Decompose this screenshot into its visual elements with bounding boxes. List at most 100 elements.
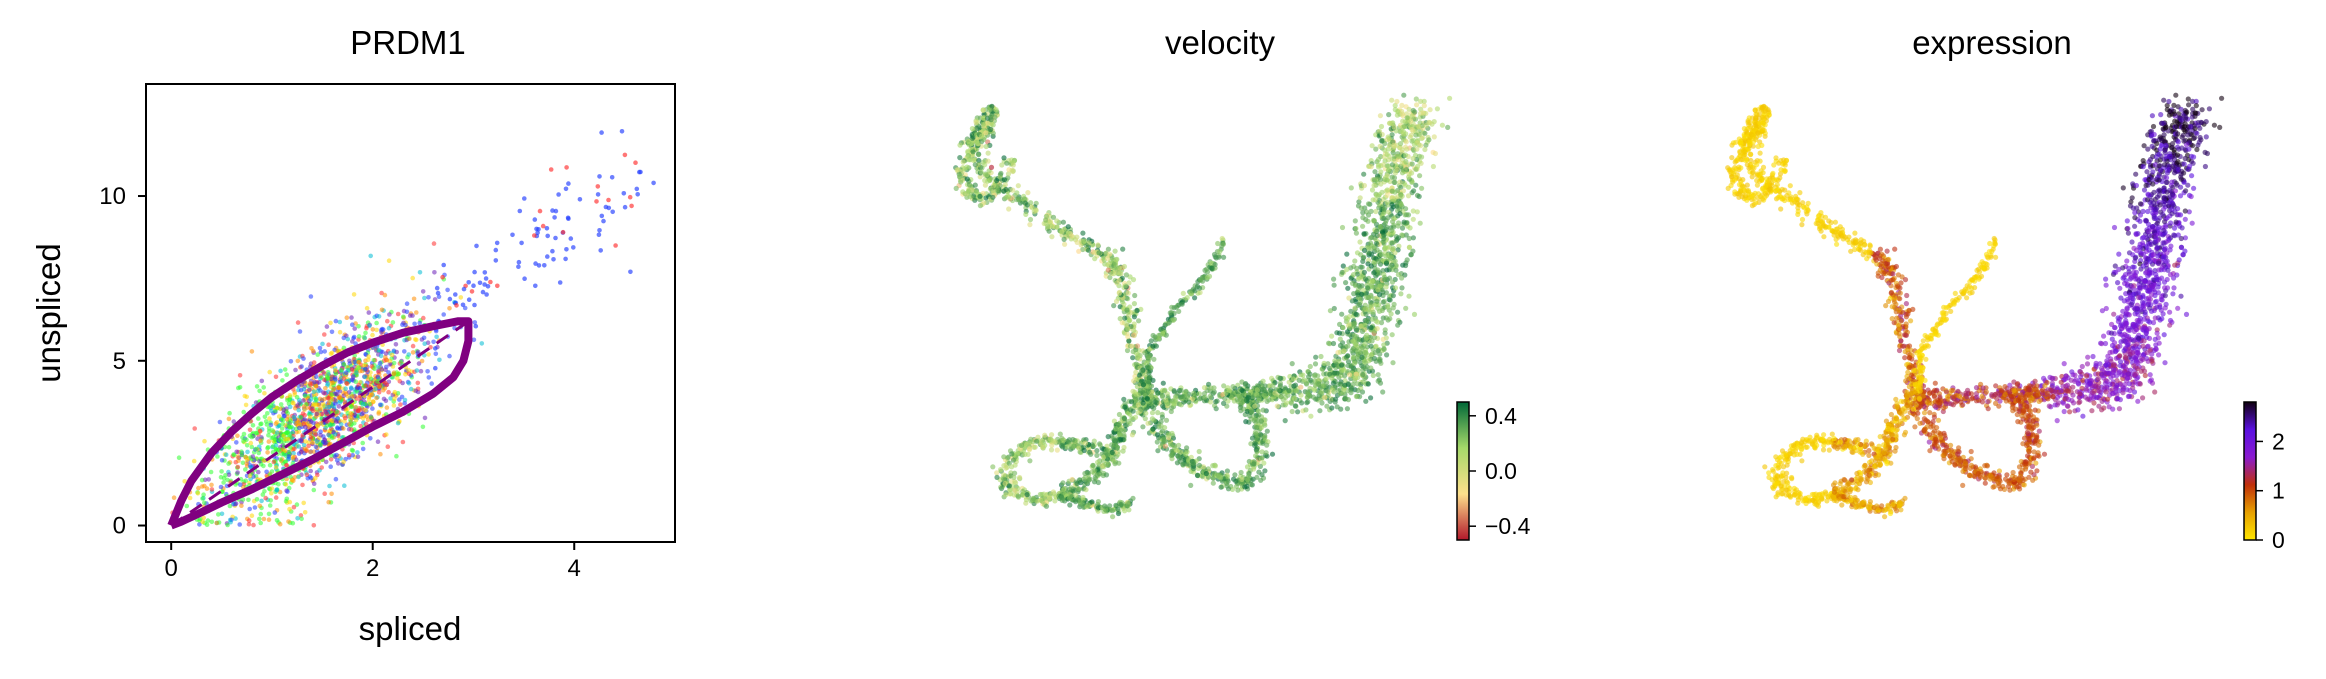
data-point [349, 394, 355, 399]
data-point [322, 491, 328, 497]
data-point [346, 452, 352, 458]
cell-point [1374, 326, 1380, 332]
data-point [171, 495, 177, 501]
data-point [253, 400, 259, 405]
cell-point [1117, 316, 1123, 322]
x-tick-label: 4 [568, 555, 581, 582]
cell-point [1277, 375, 1283, 381]
data-point [235, 454, 241, 460]
cell-point [1353, 230, 1359, 236]
cell-point [966, 141, 972, 148]
data-point [352, 326, 358, 331]
cell-point [1196, 462, 1202, 468]
data-point [398, 402, 403, 407]
cell-point [972, 182, 978, 188]
data-point [406, 367, 411, 373]
cell-point [1126, 318, 1132, 324]
data-point [231, 419, 237, 424]
cell-point [1091, 250, 1097, 256]
cell-point [1392, 170, 1398, 176]
data-point [482, 270, 488, 275]
data-point [598, 248, 603, 253]
data-point [200, 496, 205, 501]
cell-point [1146, 370, 1152, 376]
cell-point [1230, 391, 1236, 398]
cell-point [1343, 280, 1349, 286]
cell-point [1263, 450, 1269, 456]
cell-point [1431, 134, 1437, 140]
data-point [278, 368, 283, 374]
data-point [295, 320, 301, 325]
data-point [192, 426, 197, 431]
cell-point [969, 126, 976, 132]
cell-point [1225, 478, 1231, 484]
cell-point [1375, 372, 1381, 378]
data-point [404, 301, 410, 307]
cell-point [1345, 285, 1351, 291]
cell-point [1365, 381, 1371, 387]
data-point [355, 450, 360, 455]
cell-point [1203, 470, 1209, 477]
data-point [544, 226, 550, 231]
data-point [417, 320, 423, 326]
data-point [184, 503, 190, 509]
data-point [237, 373, 243, 378]
data-point [386, 389, 391, 395]
data-point [519, 240, 524, 246]
cell-point [1184, 445, 1190, 451]
data-point [296, 444, 302, 449]
data-point [422, 341, 428, 347]
cell-point [1378, 169, 1384, 175]
cell-point [1027, 216, 1034, 223]
data-point [310, 440, 315, 445]
cell-point [1357, 239, 1363, 245]
data-point [255, 416, 261, 421]
data-point [326, 342, 331, 348]
data-point [318, 429, 323, 435]
cell-point [1414, 102, 1420, 108]
data-point [477, 280, 483, 286]
cell-point [1017, 474, 1023, 481]
cell-point [1403, 139, 1409, 145]
data-point [397, 397, 402, 402]
data-point [329, 491, 334, 497]
data-point [485, 284, 491, 289]
cell-point [1447, 95, 1453, 101]
cell-point [1022, 200, 1028, 206]
cell-point [987, 186, 994, 192]
data-point [324, 324, 330, 329]
cell-point [1028, 200, 1034, 206]
cell-point [1402, 182, 1408, 188]
fit-curve-line [167, 317, 473, 530]
cell-point [1286, 379, 1292, 385]
data-point [466, 297, 472, 303]
data-point [344, 315, 350, 321]
data-point [268, 498, 274, 503]
cell-point [1345, 343, 1351, 349]
cell-point [1213, 399, 1219, 405]
data-point [273, 443, 279, 448]
data-point [301, 404, 307, 409]
data-point [314, 397, 319, 403]
cell-point [970, 149, 976, 155]
data-point [381, 396, 387, 402]
cell-point [1158, 423, 1164, 429]
cell-point [1362, 341, 1368, 347]
cell-point [1264, 428, 1270, 434]
data-point [326, 499, 332, 505]
data-point [348, 404, 354, 410]
data-point [563, 256, 568, 262]
data-point [414, 310, 419, 315]
data-point [342, 483, 347, 489]
data-point [257, 516, 262, 522]
data-point [390, 320, 396, 325]
cell-point [1080, 230, 1086, 236]
cell-point [1373, 343, 1379, 349]
cell-point [983, 130, 989, 136]
cell-point [1346, 295, 1352, 301]
cell-point [1410, 216, 1416, 222]
data-point [434, 285, 440, 291]
data-point [246, 497, 251, 503]
data-point [299, 516, 304, 522]
cell-point [1269, 451, 1276, 457]
